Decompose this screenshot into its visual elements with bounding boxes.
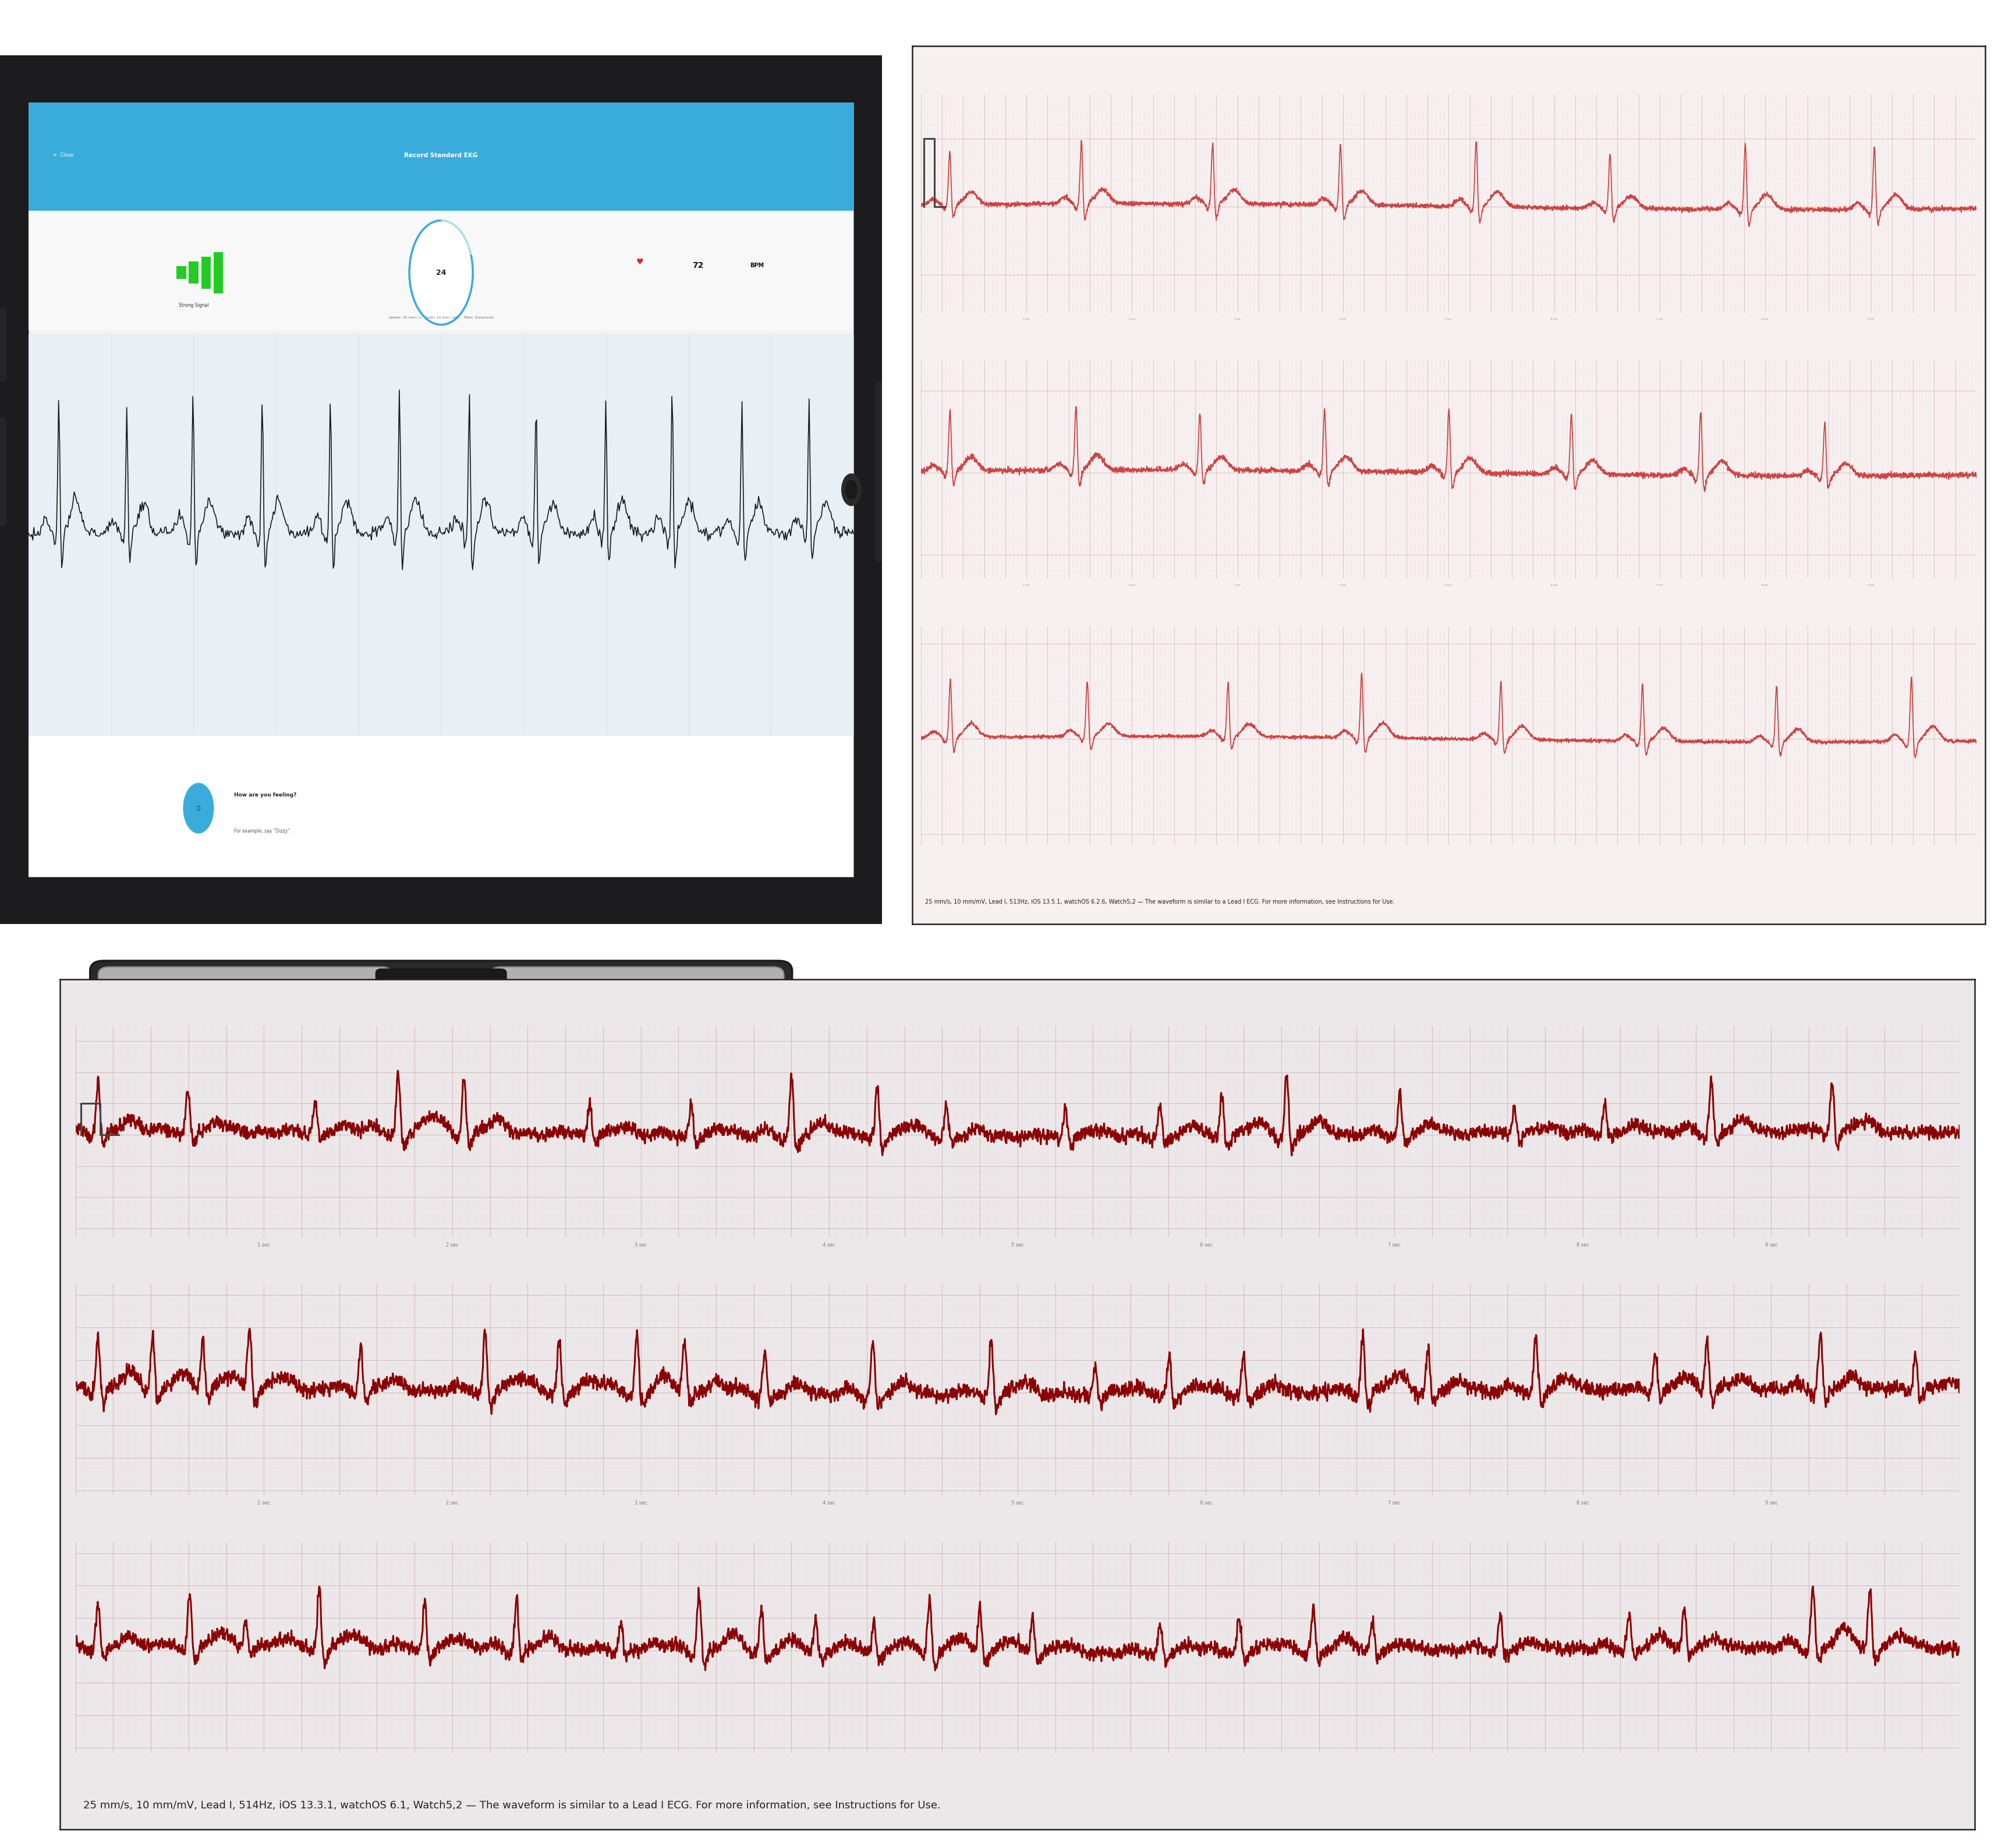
Text: 8 sec: 8 sec bbox=[1762, 584, 1768, 586]
Text: How are you feeling?: How are you feeling? bbox=[235, 793, 297, 798]
Text: 7 sec: 7 sec bbox=[1656, 584, 1662, 586]
Text: ✕  Close: ✕ Close bbox=[52, 153, 74, 157]
FancyBboxPatch shape bbox=[489, 967, 784, 1118]
FancyBboxPatch shape bbox=[98, 967, 393, 1118]
Text: 3 sec: 3 sec bbox=[1235, 318, 1241, 320]
Text: 5 sec: 5 sec bbox=[1446, 318, 1452, 320]
Text: 7 sec: 7 sec bbox=[1387, 1501, 1401, 1506]
Text: Kardia: Kardia bbox=[433, 1074, 449, 1079]
Text: 4 sec: 4 sec bbox=[1339, 584, 1347, 586]
Bar bbox=[28, 211, 854, 331]
FancyBboxPatch shape bbox=[577, 1085, 676, 1133]
Bar bbox=[0, 418, 6, 527]
Text: 2 sec: 2 sec bbox=[1129, 584, 1135, 586]
Text: Record Standard EKG: Record Standard EKG bbox=[405, 152, 477, 159]
Bar bbox=[28, 334, 854, 736]
Text: Speed: 25 mm / s    Gain: 10 mm / mV    Filter: Enhanced: Speed: 25 mm / s Gain: 10 mm / mV Filter… bbox=[389, 316, 493, 320]
Bar bbox=[188, 261, 198, 285]
Text: 6 sec: 6 sec bbox=[1199, 1242, 1213, 1247]
Text: 6 sec: 6 sec bbox=[1550, 318, 1558, 320]
Text: 9 sec: 9 sec bbox=[1867, 318, 1875, 320]
Text: 8 sec: 8 sec bbox=[1576, 1242, 1590, 1247]
Text: 2 sec: 2 sec bbox=[445, 1242, 459, 1247]
Text: 1 sec: 1 sec bbox=[257, 1501, 271, 1506]
Text: 5 sec: 5 sec bbox=[1011, 1242, 1025, 1247]
Text: For example, say "Dizzy".: For example, say "Dizzy". bbox=[235, 828, 291, 833]
Text: ♥: ♥ bbox=[636, 257, 644, 266]
Bar bbox=[0, 309, 6, 381]
Text: 1 sec: 1 sec bbox=[257, 1242, 271, 1247]
Text: 9 sec: 9 sec bbox=[1867, 584, 1875, 586]
Bar bbox=[28, 102, 854, 211]
Text: BPM: BPM bbox=[750, 262, 764, 268]
Bar bbox=[176, 266, 186, 279]
Text: 3 sec: 3 sec bbox=[634, 1242, 648, 1247]
Circle shape bbox=[846, 480, 856, 499]
FancyBboxPatch shape bbox=[523, 1052, 730, 1382]
Text: 4 sec: 4 sec bbox=[1339, 318, 1347, 320]
Bar bbox=[28, 102, 854, 878]
Circle shape bbox=[182, 784, 215, 833]
Bar bbox=[876, 381, 882, 562]
Text: 9 sec: 9 sec bbox=[1764, 1501, 1778, 1506]
FancyBboxPatch shape bbox=[152, 1052, 359, 1382]
Text: 7 sec: 7 sec bbox=[1387, 1242, 1401, 1247]
Bar bbox=[213, 251, 223, 294]
Text: 24: 24 bbox=[435, 268, 447, 277]
Circle shape bbox=[409, 220, 473, 325]
Text: 1 sec: 1 sec bbox=[1023, 584, 1031, 586]
Text: 5 sec: 5 sec bbox=[1011, 1501, 1025, 1506]
Text: 2 sec: 2 sec bbox=[445, 1501, 459, 1506]
FancyBboxPatch shape bbox=[0, 44, 890, 935]
FancyBboxPatch shape bbox=[90, 961, 792, 1124]
Text: 7 sec: 7 sec bbox=[1656, 318, 1662, 320]
Bar bbox=[201, 257, 211, 288]
Text: 5 sec: 5 sec bbox=[1446, 584, 1452, 586]
Text: 3 sec: 3 sec bbox=[1235, 584, 1241, 586]
Text: 4 sec: 4 sec bbox=[822, 1501, 836, 1506]
FancyBboxPatch shape bbox=[207, 1085, 305, 1133]
Text: 4 sec: 4 sec bbox=[822, 1242, 836, 1247]
Text: 2 sec: 2 sec bbox=[1129, 318, 1135, 320]
Text: 72: 72 bbox=[692, 261, 704, 270]
Text: 8 sec: 8 sec bbox=[1576, 1501, 1590, 1506]
Text: 6 sec: 6 sec bbox=[1199, 1501, 1213, 1506]
Text: 8 sec: 8 sec bbox=[1762, 318, 1768, 320]
FancyBboxPatch shape bbox=[375, 968, 507, 1114]
Text: Strong Signal: Strong Signal bbox=[178, 303, 209, 309]
Text: 🎙: 🎙 bbox=[196, 806, 201, 811]
Text: 1 sec: 1 sec bbox=[1023, 318, 1031, 320]
Text: Λ: Λ bbox=[435, 1026, 447, 1039]
Text: 9 sec: 9 sec bbox=[1764, 1242, 1778, 1247]
Text: 25 mm/s, 10 mm/mV, Lead I, 513Hz, iOS 13.5.1, watchOS 6.2.6, Watch5,2 — The wave: 25 mm/s, 10 mm/mV, Lead I, 513Hz, iOS 13… bbox=[924, 898, 1395, 906]
Circle shape bbox=[842, 473, 860, 506]
Text: 3 sec: 3 sec bbox=[634, 1501, 648, 1506]
Text: 6 sec: 6 sec bbox=[1550, 584, 1558, 586]
Text: 25 mm/s, 10 mm/mV, Lead I, 514Hz, iOS 13.3.1, watchOS 6.1, Watch5,2 — The wavefo: 25 mm/s, 10 mm/mV, Lead I, 514Hz, iOS 13… bbox=[82, 1800, 940, 1811]
Bar bbox=[28, 736, 854, 878]
